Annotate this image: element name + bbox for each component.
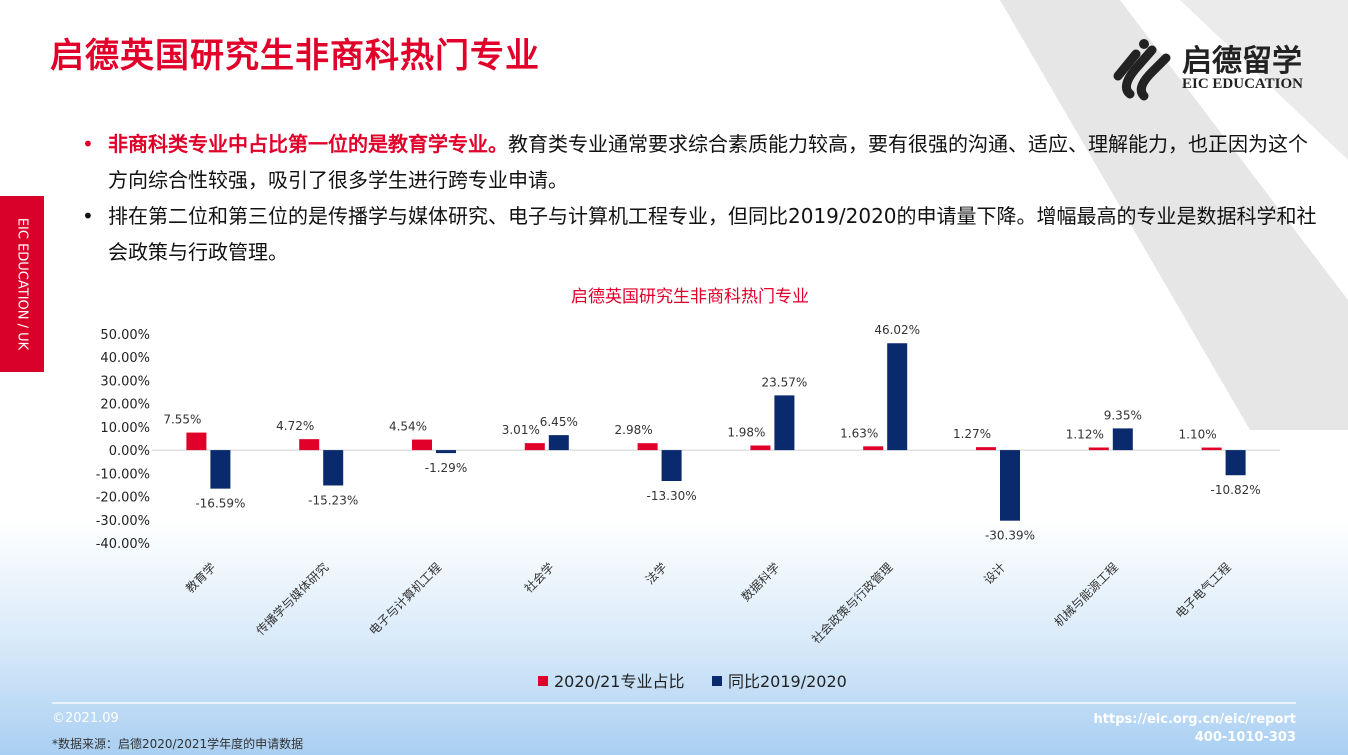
y-tick-label: 10.00% [100,421,150,436]
bar-share [186,432,207,451]
bar-share [299,439,320,451]
y-tick-label: 50.00% [100,328,150,343]
legend-swatch [712,676,722,686]
data-label: -10.82% [1211,483,1261,497]
y-tick-label: -40.00% [96,537,150,552]
legend-label: 2020/21专业占比 [554,672,684,691]
logo-en: EIC EDUCATION [1182,76,1303,92]
y-tick-label: -30.00% [96,514,150,529]
data-label: 1.27% [953,427,991,441]
page-title: 启德英国研究生非商科热门专业 [50,36,540,76]
footer-phone: 400-1010-303 [1194,730,1296,745]
x-tick-label: 社会学 [521,560,557,596]
data-label: 2.98% [615,423,653,437]
x-tick-label: 教育学 [182,560,218,596]
eic-logo-icon [1113,39,1171,101]
bar-yoy [1112,428,1133,451]
bullet-item: 排在第二位和第三位的是传播学与媒体研究、电子与计算机工程专业，但同比2019/2… [80,198,1320,270]
data-label: 1.98% [727,426,765,440]
y-tick-label: -10.00% [96,467,150,482]
y-tick-label: 20.00% [100,398,150,413]
bar-yoy [774,395,795,451]
bar-chart: 启德英国研究生非商科热门专业 50.00% 40.00% 30.00% 20.00% 10… [96,287,1280,691]
bar-share [863,446,884,451]
bar-yoy [1000,450,1020,521]
x-tick-label: 社会政策与行政管理 [808,560,895,647]
data-label: -13.30% [647,489,697,503]
bar-share [750,445,771,451]
y-tick-label: 0.00% [109,444,150,459]
data-label: 6.45% [540,415,578,429]
bar-yoy [887,343,908,451]
footer-date: ©2021.09 [52,711,119,726]
data-label: 3.01% [502,423,540,437]
bar-yoy [1225,450,1246,476]
x-tick-label: 电子电气工程 [1172,560,1234,622]
y-tick-label: -20.00% [96,491,150,506]
bar-yoy [436,450,456,454]
logo: 启德留学 EIC EDUCATION [1108,36,1318,102]
x-tick-label: 机械与能源工程 [1051,560,1121,630]
bar-share [1201,447,1222,451]
data-label: -30.39% [985,529,1035,543]
side-tab: EIC EDUCATION / UK [0,196,44,372]
bar-yoy [323,450,344,486]
legend-label: 同比2019/2020 [728,672,847,691]
bar-share [412,439,432,451]
footer-source: *数据来源：启德2020/2021学年度的申请数据 [52,737,304,751]
x-tick-label: 传播学与媒体研究 [253,560,331,638]
data-label: -16.59% [195,497,245,511]
y-tick-label: 30.00% [100,374,150,389]
bar-yoy [661,450,682,481]
data-label: 4.54% [389,420,427,434]
x-tick-label: 设计 [981,560,1008,587]
bar-share [976,447,996,451]
bar-share [1088,447,1109,451]
data-label: 9.35% [1104,408,1142,422]
bar-yoy [548,435,569,451]
logo-cn: 启德留学 [1182,44,1302,79]
x-tick-label: 法学 [642,560,670,588]
footer-url[interactable]: https://eic.org.cn/eic/report [1093,712,1296,727]
legend-swatch [538,676,548,686]
data-label: 1.63% [840,426,878,440]
chart-title: 启德英国研究生非商科热门专业 [571,287,809,307]
x-tick-label: 数据科学 [738,560,783,605]
data-label: -1.29% [425,461,467,475]
data-label: 1.12% [1066,428,1104,442]
y-tick-label: 40.00% [100,351,150,366]
bullet-item: 非商科类专业中占比第一位的是教育学专业。教育类专业通常要求综合素质能力较高，要有… [80,126,1320,198]
footer-divider [52,702,1296,704]
data-label: 46.02% [874,323,920,337]
data-label: -15.23% [308,493,358,507]
data-label: 1.10% [1179,428,1217,442]
data-label: 23.57% [762,375,808,389]
bullet-list: 非商科类专业中占比第一位的是教育学专业。教育类专业通常要求综合素质能力较高，要有… [80,126,1320,270]
bar-share [524,443,545,451]
bar-yoy [210,450,231,489]
data-label: 7.55% [163,413,201,427]
x-tick-label: 电子与计算机工程 [366,560,444,638]
data-label: 4.72% [276,419,314,433]
bar-share [637,443,658,451]
